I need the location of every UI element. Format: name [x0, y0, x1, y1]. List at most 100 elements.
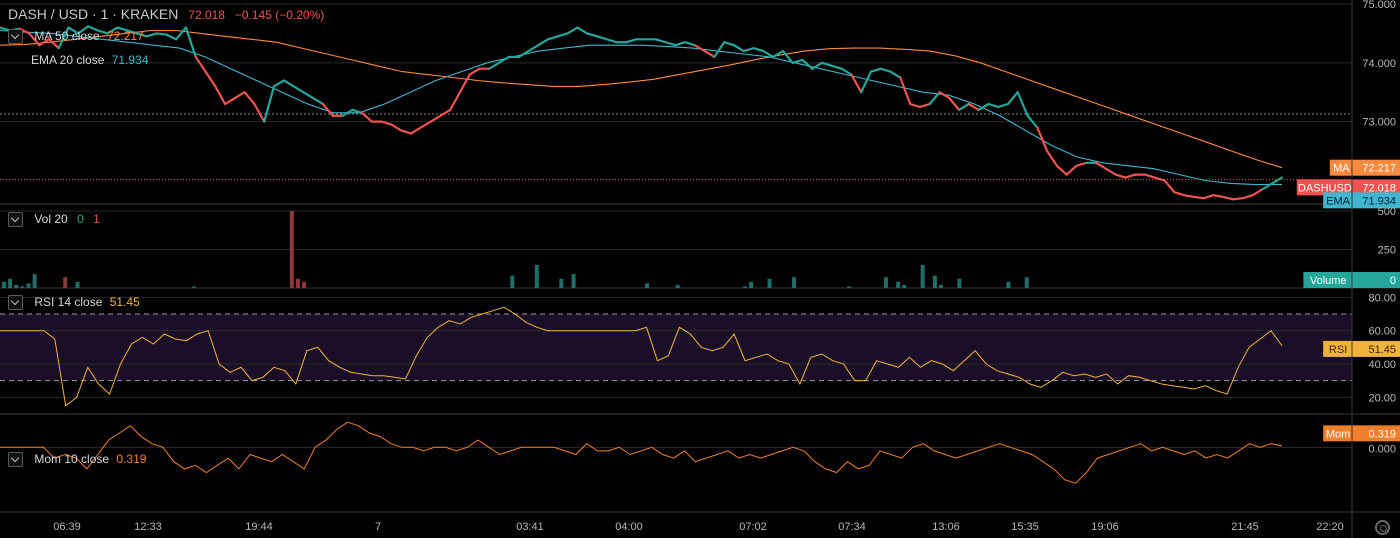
ema-tag-label-bg — [1323, 192, 1353, 209]
price-line-segment — [165, 33, 178, 41]
ma-legend-label: MA 50 close — [34, 29, 100, 43]
price-line-segment — [820, 61, 833, 67]
volume-bar — [75, 281, 80, 288]
price-line-segment — [889, 70, 902, 79]
time-tick-label: 12:33 — [134, 521, 162, 533]
price-line-segment — [909, 102, 922, 109]
rsi-tick-label: 40.00 — [1368, 359, 1396, 371]
rsi-tag-label: RSI — [1329, 344, 1347, 356]
price-line-segment — [595, 35, 608, 41]
collapse-chevron-icon[interactable] — [8, 452, 23, 468]
collapse-chevron-icon[interactable] — [8, 295, 23, 311]
price-line-segment — [1046, 149, 1059, 167]
price-line-segment — [811, 61, 824, 70]
rsi-line — [0, 306, 1283, 407]
volume-bar — [920, 264, 925, 288]
price-line-segment — [360, 111, 373, 123]
collapse-chevron-icon[interactable] — [8, 29, 23, 45]
price-tag-label: DASHUSD — [1298, 182, 1352, 194]
price-line-segment — [527, 44, 540, 53]
price-line-segment — [272, 79, 285, 88]
price-line-segment — [77, 25, 90, 35]
price-line-segment — [1016, 91, 1029, 117]
price-tick-label: 74.000 — [1362, 58, 1396, 70]
mom-tick-label: 0.000 — [1368, 443, 1396, 455]
price-line-segment — [928, 91, 941, 106]
price-line-segment — [664, 41, 677, 47]
volume-bar — [191, 286, 196, 288]
time-tick-label: 19:06 — [1091, 521, 1119, 533]
price-line-segment — [243, 91, 256, 106]
ema-tag-value-bg — [1353, 192, 1400, 209]
volume-tick-label: 500 — [1378, 206, 1396, 218]
mom-legend-value: 0.319 — [116, 452, 147, 466]
rsi-tag-label-bg — [1323, 340, 1353, 357]
volume-bar — [2, 281, 6, 288]
price-line-segment — [145, 32, 158, 38]
volume-tag-value: 0 — [1390, 275, 1396, 287]
volume-bar — [295, 278, 300, 288]
price-line-segment — [155, 32, 168, 36]
time-tick-label: 03:41 — [516, 521, 544, 533]
price-line-segment — [1075, 161, 1088, 167]
volume-bar — [571, 274, 576, 288]
price-line-segment — [693, 44, 706, 53]
price-change: −0.145 (−0.20%) — [234, 8, 325, 22]
volume-legend-label: Vol 20 — [34, 212, 68, 226]
volume-tag-label-bg — [1303, 272, 1353, 288]
price-tag-value-bg — [1353, 179, 1400, 196]
price-line-segment — [1202, 194, 1215, 200]
price-line-segment — [517, 49, 530, 59]
price-line-segment — [625, 38, 638, 44]
ema-legend-value: 71.934 — [111, 53, 149, 67]
price-line-segment — [537, 38, 550, 47]
ma-tag-value: 72.217 — [1362, 163, 1396, 175]
mom-legend[interactable]: Mom 10 close 0.319 — [8, 452, 147, 468]
ma-line — [0, 29, 1283, 169]
mom-tag: Mom 0.319 — [1323, 425, 1400, 442]
price-line-segment — [938, 91, 951, 100]
volume-legend[interactable]: Vol 20 0 1 — [8, 212, 100, 228]
price-line-segment — [439, 108, 452, 117]
volume-bar — [939, 284, 944, 288]
price-line-segment — [57, 26, 70, 50]
symbol-header: DASH / USD · 1 · KRAKEN 72.018 −0.145 (−… — [8, 6, 324, 22]
rsi-legend[interactable]: RSI 14 close 51.45 — [8, 295, 140, 311]
rsi-tick-label: 20.00 — [1368, 392, 1396, 404]
rsi-tick-label: 80.00 — [1368, 292, 1396, 304]
time-tick-label: 19:44 — [245, 521, 273, 533]
price-line-segment — [116, 26, 129, 32]
time-tick-label: 22:20 — [1316, 521, 1344, 533]
price-line-segment — [1114, 173, 1127, 179]
price-tag-label-bg — [1296, 179, 1353, 196]
volume-bar — [302, 281, 307, 288]
price-tick-label: 75.000 — [1362, 0, 1396, 11]
price-line-segment — [830, 64, 843, 70]
price-line-segment — [1143, 173, 1156, 179]
volume-bar — [932, 275, 937, 288]
time-tick-label: 07:34 — [838, 521, 866, 533]
price-line-segment — [194, 55, 207, 73]
price-line-segment — [1153, 176, 1166, 182]
price-line-segment — [135, 32, 148, 38]
volume-bar — [883, 277, 888, 288]
mom-tag-value-bg — [1353, 425, 1400, 442]
ma-legend[interactable]: MA 50 close 72.217 — [8, 29, 144, 45]
last-price: 72.018 — [188, 8, 225, 22]
volume-bar — [1006, 281, 1011, 288]
collapse-chevron-icon[interactable] — [8, 212, 23, 228]
price-line-segment — [1006, 91, 1019, 106]
price-line-segment — [674, 41, 687, 47]
price-line-segment — [703, 49, 716, 59]
price-line-segment — [321, 102, 334, 117]
price-line-segment — [223, 97, 236, 106]
volume-bar — [559, 278, 564, 288]
volume-bar — [534, 264, 539, 288]
volume-tick-label: 250 — [1378, 245, 1396, 257]
ema-legend: EMA 20 close 71.934 — [31, 53, 148, 67]
settings-gear-icon[interactable] — [1375, 520, 1390, 535]
price-line-segment — [341, 108, 354, 117]
volume-bar — [743, 286, 748, 288]
volume-tag: Volume 0 — [1303, 272, 1400, 288]
